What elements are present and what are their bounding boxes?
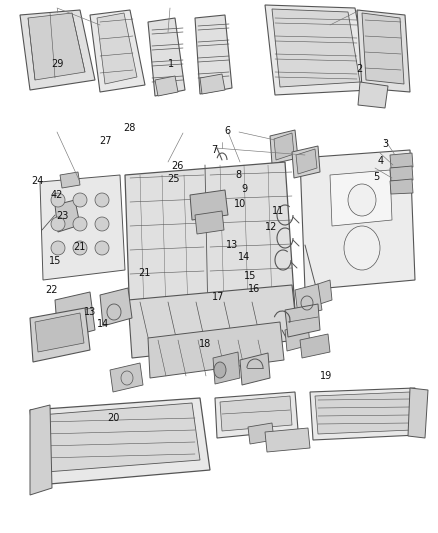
Polygon shape (315, 392, 412, 434)
Ellipse shape (214, 362, 226, 378)
Polygon shape (274, 133, 294, 160)
Polygon shape (270, 130, 298, 164)
Polygon shape (30, 308, 90, 362)
Polygon shape (215, 392, 298, 438)
Polygon shape (155, 76, 178, 96)
Polygon shape (100, 288, 132, 326)
Polygon shape (97, 13, 137, 84)
Text: 13: 13 (226, 240, 238, 250)
Text: 5: 5 (374, 172, 380, 182)
Polygon shape (148, 322, 284, 378)
Polygon shape (408, 388, 428, 438)
Text: 6: 6 (225, 126, 231, 135)
Text: 14: 14 (97, 319, 109, 329)
Text: 25: 25 (167, 174, 179, 183)
Polygon shape (265, 5, 370, 95)
Polygon shape (195, 15, 232, 94)
Text: 13: 13 (84, 307, 96, 317)
Text: 21: 21 (74, 243, 86, 252)
Polygon shape (248, 423, 274, 444)
Text: 22: 22 (46, 286, 58, 295)
Text: 19: 19 (320, 371, 332, 381)
Polygon shape (213, 352, 240, 384)
Ellipse shape (51, 241, 65, 255)
Polygon shape (292, 146, 320, 178)
Polygon shape (20, 10, 95, 90)
Polygon shape (358, 82, 388, 108)
Text: 23: 23 (57, 211, 69, 221)
Polygon shape (148, 18, 185, 96)
Polygon shape (90, 10, 145, 92)
Polygon shape (285, 324, 310, 351)
Polygon shape (390, 153, 413, 168)
Text: 29: 29 (51, 59, 63, 69)
Polygon shape (195, 211, 224, 234)
Ellipse shape (95, 193, 109, 207)
Polygon shape (285, 304, 320, 337)
Ellipse shape (348, 184, 376, 216)
Text: 9: 9 (241, 184, 247, 194)
Text: 16: 16 (248, 285, 260, 294)
Polygon shape (362, 13, 404, 84)
Ellipse shape (73, 241, 87, 255)
Polygon shape (315, 280, 332, 305)
Polygon shape (240, 353, 270, 385)
Text: 8: 8 (236, 170, 242, 180)
Text: 2: 2 (356, 64, 362, 74)
Polygon shape (128, 285, 298, 358)
Text: 12: 12 (265, 222, 278, 231)
Polygon shape (390, 179, 413, 194)
Polygon shape (357, 10, 410, 92)
Ellipse shape (73, 193, 87, 207)
Polygon shape (125, 162, 295, 325)
Text: 28: 28 (123, 123, 135, 133)
Polygon shape (60, 172, 80, 188)
Polygon shape (30, 398, 210, 485)
Text: 27: 27 (99, 136, 111, 146)
Polygon shape (190, 190, 228, 220)
Text: 20: 20 (108, 414, 120, 423)
Text: 1: 1 (168, 59, 174, 69)
Text: 4: 4 (378, 156, 384, 166)
Text: 24: 24 (31, 176, 43, 186)
Text: 7: 7 (212, 146, 218, 155)
Text: 11: 11 (272, 206, 284, 215)
Text: 18: 18 (199, 339, 211, 349)
Text: 15: 15 (49, 256, 62, 266)
Polygon shape (110, 363, 143, 392)
Text: 42: 42 (51, 190, 63, 199)
Text: 15: 15 (244, 271, 257, 281)
Ellipse shape (51, 193, 65, 207)
Polygon shape (300, 334, 330, 358)
Polygon shape (55, 292, 95, 340)
Polygon shape (330, 170, 392, 226)
Polygon shape (35, 313, 84, 352)
Text: 17: 17 (212, 292, 224, 302)
Polygon shape (272, 9, 360, 87)
Polygon shape (310, 388, 418, 440)
Polygon shape (295, 284, 322, 316)
Polygon shape (30, 405, 52, 495)
Text: 21: 21 (138, 269, 151, 278)
Polygon shape (55, 200, 80, 232)
Ellipse shape (73, 217, 87, 231)
Polygon shape (40, 403, 200, 472)
Text: 14: 14 (238, 252, 251, 262)
Polygon shape (220, 396, 292, 431)
Text: 26: 26 (171, 161, 184, 171)
Polygon shape (390, 166, 413, 181)
Text: 10: 10 (234, 199, 246, 208)
Polygon shape (28, 13, 85, 80)
Ellipse shape (95, 217, 109, 231)
Polygon shape (300, 150, 415, 290)
Ellipse shape (95, 241, 109, 255)
Ellipse shape (51, 217, 65, 231)
Polygon shape (296, 149, 317, 174)
Text: 3: 3 (382, 139, 389, 149)
Polygon shape (200, 74, 225, 94)
Ellipse shape (344, 226, 380, 270)
Polygon shape (40, 175, 125, 280)
Polygon shape (265, 428, 310, 452)
